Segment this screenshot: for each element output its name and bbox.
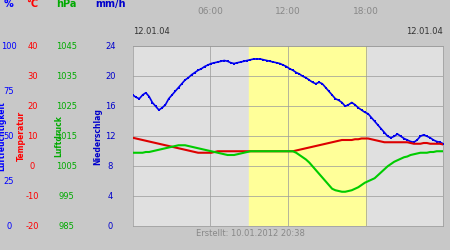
Text: 24: 24: [105, 42, 116, 51]
Text: 20: 20: [27, 102, 38, 111]
Text: 0: 0: [30, 162, 35, 171]
Text: 40: 40: [27, 42, 38, 51]
Text: 30: 30: [27, 72, 38, 81]
Text: 985: 985: [58, 222, 75, 231]
Text: 1025: 1025: [56, 102, 77, 111]
Text: hPa: hPa: [56, 0, 77, 9]
Text: Temperatur: Temperatur: [17, 111, 26, 161]
Text: 50: 50: [4, 132, 14, 141]
Text: Erstellt: 10.01.2012 20:38: Erstellt: 10.01.2012 20:38: [196, 229, 305, 238]
Text: 12:00: 12:00: [275, 7, 301, 16]
Text: 25: 25: [4, 177, 14, 186]
Text: °C: °C: [27, 0, 38, 9]
Text: Luftfeuchtigkeit: Luftfeuchtigkeit: [0, 102, 6, 171]
Text: 16: 16: [105, 102, 116, 111]
Text: 75: 75: [4, 87, 14, 96]
Text: 4: 4: [108, 192, 113, 201]
Text: 12.01.04: 12.01.04: [406, 27, 443, 36]
Text: 18:00: 18:00: [353, 7, 378, 16]
Text: 06:00: 06:00: [198, 7, 223, 16]
Text: 8: 8: [108, 162, 113, 171]
Text: 1035: 1035: [56, 72, 77, 81]
Text: 12: 12: [105, 132, 116, 141]
Text: Niederschlag: Niederschlag: [94, 108, 103, 165]
Text: Luftdruck: Luftdruck: [54, 115, 63, 157]
Text: mm/h: mm/h: [95, 0, 126, 9]
Text: %: %: [4, 0, 14, 9]
Text: 0: 0: [108, 222, 113, 231]
Text: -20: -20: [26, 222, 39, 231]
Text: 12.01.04: 12.01.04: [133, 27, 170, 36]
Text: 1005: 1005: [56, 162, 77, 171]
Text: 10: 10: [27, 132, 38, 141]
Text: -10: -10: [26, 192, 39, 201]
Bar: [249, 46, 365, 226]
Text: 0: 0: [6, 222, 12, 231]
Text: 1015: 1015: [56, 132, 77, 141]
Text: 20: 20: [105, 72, 116, 81]
Text: 1045: 1045: [56, 42, 77, 51]
Text: 100: 100: [1, 42, 17, 51]
Text: 995: 995: [58, 192, 74, 201]
